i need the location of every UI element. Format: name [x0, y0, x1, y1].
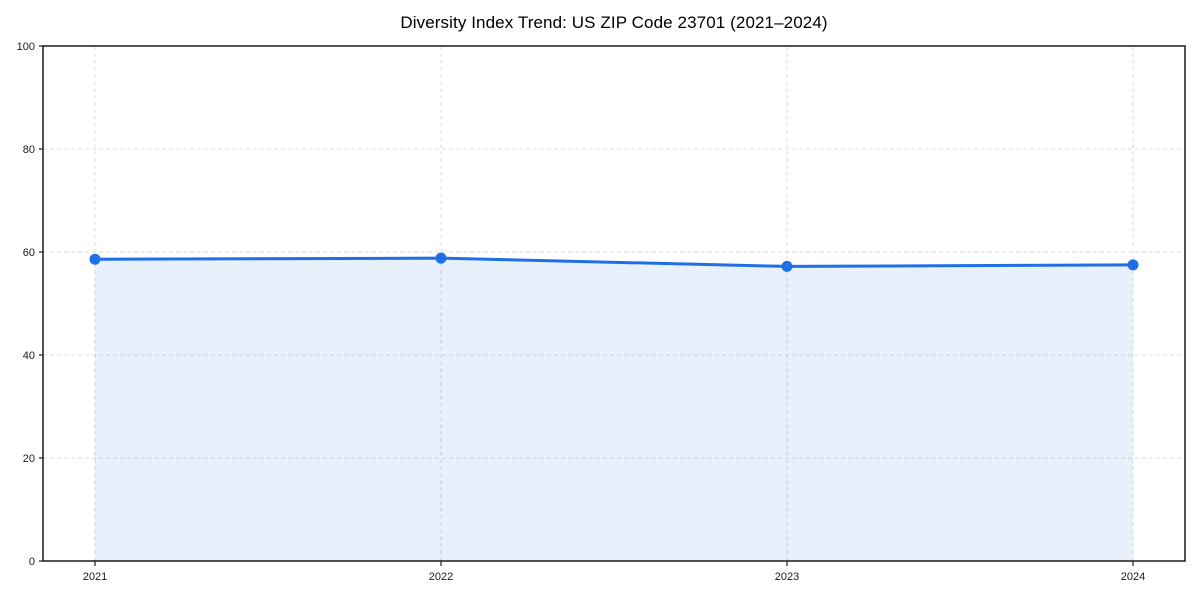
- data-point-marker: [435, 252, 447, 264]
- x-tick-label: 2023: [775, 571, 799, 583]
- y-tick-label: 60: [23, 247, 35, 259]
- x-tick-label: 2024: [1121, 571, 1145, 583]
- area-fill: [95, 258, 1133, 561]
- x-tick-label: 2022: [429, 571, 453, 583]
- y-tick-label: 40: [23, 350, 35, 362]
- data-point-marker: [1127, 259, 1139, 271]
- x-tick-label: 2021: [83, 571, 107, 583]
- plot-border: [42, 45, 1186, 562]
- data-point-marker: [781, 260, 793, 272]
- y-tick-label: 20: [23, 453, 35, 465]
- y-tick-label: 100: [17, 41, 35, 53]
- chart-title: Diversity Index Trend: US ZIP Code 23701…: [400, 13, 828, 32]
- y-tick-label: 0: [29, 556, 35, 568]
- data-point-marker: [89, 253, 101, 265]
- trend-line: [93, 256, 1135, 268]
- y-tick-label: 80: [23, 144, 35, 156]
